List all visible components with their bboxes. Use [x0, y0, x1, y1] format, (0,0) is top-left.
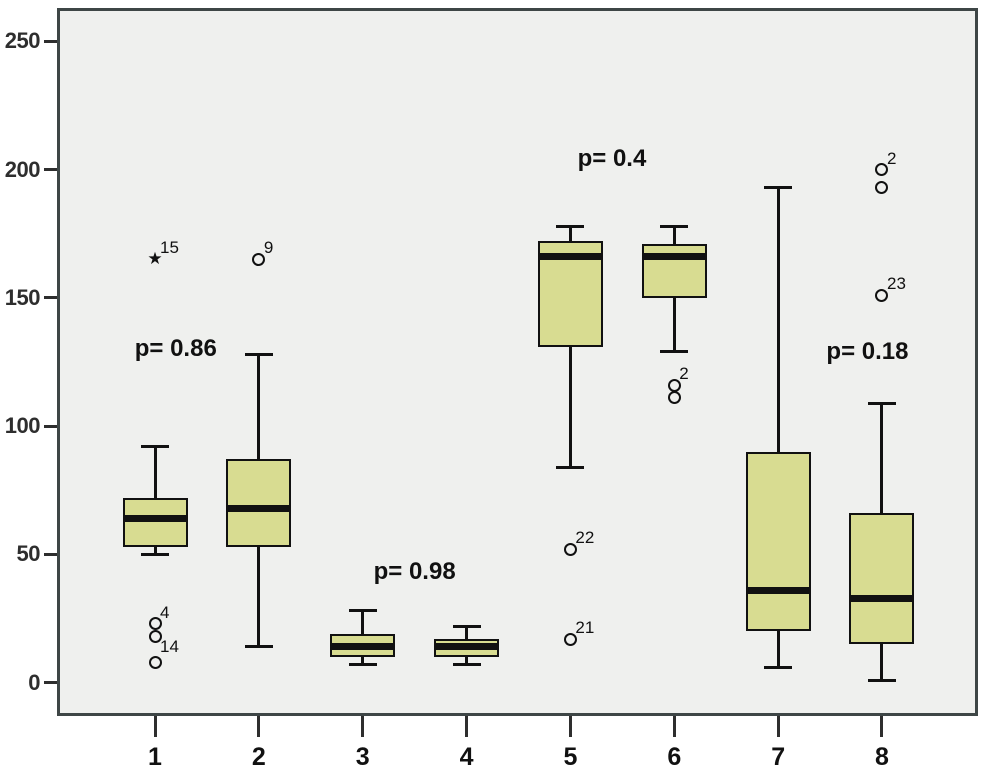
- median-line: [122, 514, 188, 522]
- outlier-label: 23: [886, 274, 906, 294]
- whisker-cap-high: [556, 224, 585, 228]
- outlier-label: 21: [575, 618, 595, 638]
- outlier-circle: [148, 617, 162, 631]
- outlier-circle: [148, 629, 162, 643]
- outlier-label: 2: [886, 148, 897, 168]
- x-axis-tick: [880, 716, 884, 737]
- y-axis-tick: [44, 39, 57, 43]
- iqr-box: [745, 451, 811, 632]
- p-value-annotation: p= 0.18: [826, 337, 909, 365]
- x-axis-tick: [672, 716, 676, 737]
- whisker-cap-low: [141, 552, 169, 556]
- median-line: [537, 253, 603, 261]
- outlier-circle: [563, 632, 577, 646]
- whisker-cap-low: [244, 645, 273, 649]
- y-tick-label: 200: [4, 156, 41, 182]
- y-tick-label: 150: [4, 284, 41, 310]
- outlier-label: 4: [160, 602, 170, 622]
- whisker-cap-low: [867, 678, 896, 682]
- iqr-box: [122, 497, 188, 547]
- whisker-cap-low: [452, 663, 481, 667]
- x-axis-tick: [257, 716, 261, 737]
- outlier-label: 9: [263, 238, 274, 258]
- y-tick-label: 50: [16, 541, 41, 567]
- x-axis-tick: [361, 716, 365, 737]
- x-category-label: 3: [355, 743, 370, 771]
- median-line: [330, 643, 396, 651]
- outlier-label: 22: [575, 528, 595, 548]
- y-axis-tick: [44, 552, 57, 556]
- y-axis-tick: [44, 424, 57, 428]
- whisker-cap-high: [660, 224, 689, 228]
- outlier-star: ★: [147, 249, 163, 269]
- y-axis-tick: [44, 296, 57, 300]
- whisker-cap-low: [556, 465, 585, 469]
- whisker-cap-high: [764, 186, 793, 190]
- whisker-cap-high: [244, 352, 273, 356]
- outlier-circle: [875, 163, 889, 177]
- whisker-cap-high: [141, 445, 169, 449]
- plot-frame: [57, 8, 978, 716]
- whisker-cap-high: [452, 624, 481, 628]
- p-value-annotation: p= 0.86: [134, 335, 217, 363]
- iqr-box: [226, 459, 292, 547]
- iqr-box: [641, 244, 707, 298]
- outlier-circle: [875, 181, 889, 195]
- y-axis-tick: [44, 681, 57, 685]
- x-category-label: 4: [459, 743, 474, 771]
- outlier-circle: [667, 378, 681, 392]
- y-tick-label: 0: [28, 669, 40, 695]
- outlier-circle: [148, 655, 162, 669]
- whisker-cap-high: [867, 401, 896, 405]
- whisker-cap-low: [660, 350, 689, 354]
- outlier-label: 2: [679, 364, 689, 384]
- x-category-label: 2: [251, 743, 266, 771]
- x-axis-tick: [465, 716, 469, 737]
- x-category-label: 8: [875, 743, 889, 771]
- whisker-cap-low: [348, 663, 377, 667]
- outlier-label: 14: [160, 637, 179, 657]
- median-line: [745, 586, 811, 594]
- x-category-label: 6: [667, 743, 682, 771]
- p-value-annotation: p= 0.98: [373, 558, 456, 586]
- outlier-label: 15: [160, 238, 179, 258]
- x-category-label: 5: [563, 743, 578, 771]
- p-value-annotation: p= 0.4: [577, 145, 647, 173]
- whisker-cap-high: [348, 609, 377, 613]
- x-category-label: 1: [148, 743, 162, 771]
- outlier-circle: [563, 542, 577, 556]
- x-axis-tick: [568, 716, 572, 737]
- whisker-line: [776, 187, 780, 668]
- x-category-label: 7: [771, 743, 786, 771]
- median-line: [849, 594, 915, 602]
- whisker-cap-low: [764, 665, 793, 669]
- iqr-box: [849, 513, 915, 645]
- whisker-line: [568, 226, 572, 468]
- outlier-circle: [875, 288, 889, 302]
- y-tick-label: 100: [4, 413, 41, 439]
- plot-area: ★ 15 4 14 9 22 21 2 2 23 p= 0.86 p= 0.98 p= 0.4 p= 0.…: [57, 8, 978, 716]
- outlier-circle: [252, 252, 266, 266]
- median-line: [641, 253, 707, 261]
- x-axis-tick: [776, 716, 780, 737]
- median-line: [226, 504, 292, 512]
- y-tick-label: 250: [4, 28, 41, 54]
- median-line: [434, 643, 500, 651]
- outlier-circle: [667, 391, 681, 405]
- x-axis-tick: [153, 716, 157, 737]
- y-axis-tick: [44, 168, 57, 172]
